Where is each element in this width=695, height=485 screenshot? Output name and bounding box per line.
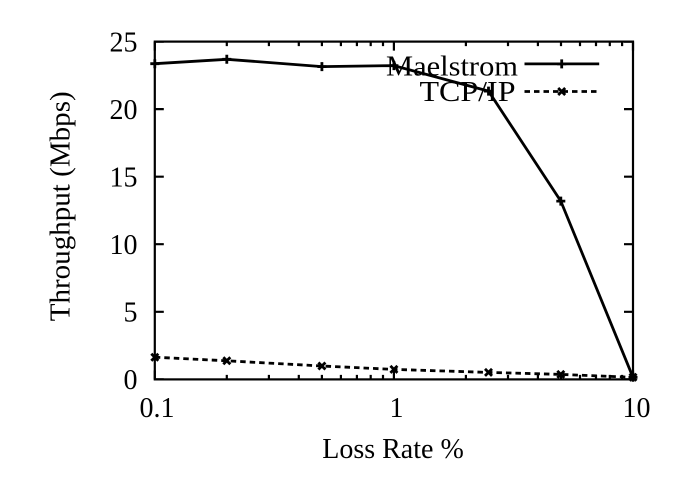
svg-text:Loss Rate %: Loss Rate % [322, 434, 464, 465]
svg-text:1: 1 [390, 393, 404, 424]
svg-text:20: 20 [110, 95, 138, 126]
svg-text:15: 15 [110, 162, 138, 193]
svg-text:5: 5 [124, 298, 138, 329]
svg-text:Throughput (Mbps): Throughput (Mbps) [46, 91, 77, 321]
svg-text:0.1: 0.1 [140, 393, 175, 424]
svg-text:25: 25 [110, 27, 138, 58]
svg-text:10: 10 [110, 230, 138, 261]
svg-text:TCP/IP: TCP/IP [420, 77, 516, 108]
svg-text:0: 0 [124, 365, 138, 396]
svg-text:Maelstrom: Maelstrom [386, 51, 518, 82]
svg-text:10: 10 [623, 393, 651, 424]
